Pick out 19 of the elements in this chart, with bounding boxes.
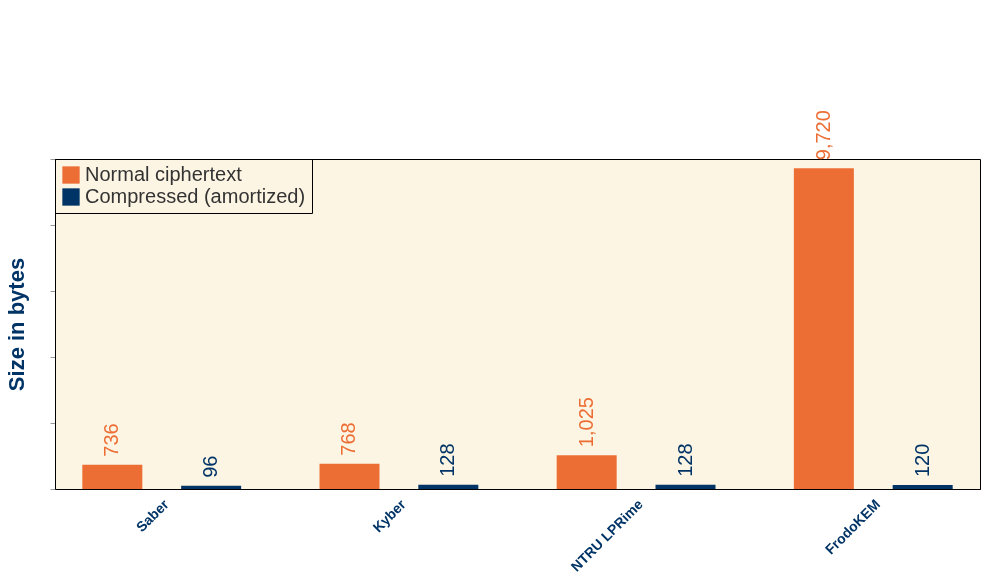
bar xyxy=(181,485,242,489)
data-label: 120 xyxy=(910,443,933,478)
data-label: 9,720 xyxy=(811,110,834,161)
bar xyxy=(319,463,380,489)
data-label: 128 xyxy=(436,443,459,477)
bar xyxy=(892,485,953,489)
bar xyxy=(82,464,143,489)
data-label: 96 xyxy=(199,455,222,478)
bar xyxy=(793,168,854,489)
data-label: 128 xyxy=(673,443,696,477)
data-label: 768 xyxy=(337,422,360,456)
legend-label: Normal ciphertext xyxy=(85,163,243,185)
bar xyxy=(655,484,716,489)
bar xyxy=(556,455,617,489)
legend-label: Compressed (amortized) xyxy=(85,185,306,207)
data-label: 736 xyxy=(100,423,123,457)
y-axis-title: Size in bytes xyxy=(3,257,29,392)
data-label: 1,025 xyxy=(574,397,597,448)
bar xyxy=(418,484,479,489)
